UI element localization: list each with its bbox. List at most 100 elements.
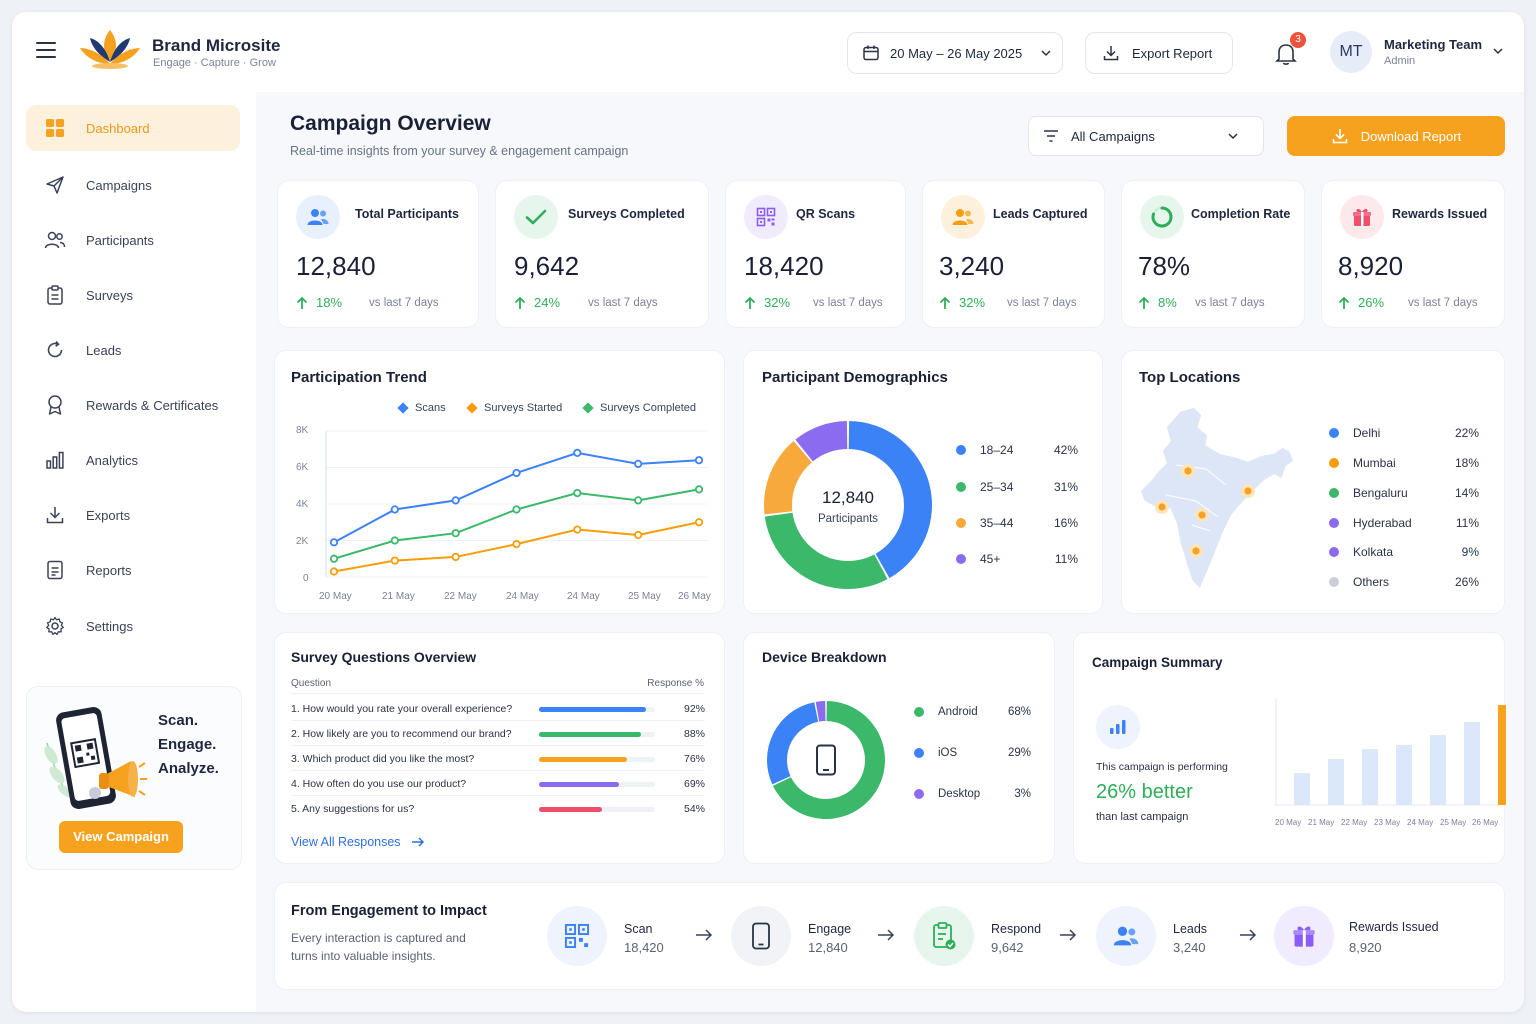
legend-pct: 31%	[1053, 480, 1078, 494]
kpi-delta: 18%	[296, 295, 342, 310]
response-bar-fill	[539, 782, 620, 787]
response-bar	[539, 807, 655, 812]
sidebar-item-label: Leads	[86, 342, 122, 358]
x-tick: 26 May	[1472, 818, 1499, 827]
chevron-down-icon[interactable]	[1492, 45, 1504, 57]
data-point	[390, 536, 399, 545]
location-label: Others	[1353, 575, 1390, 589]
response-bar	[539, 757, 655, 762]
phone-icon	[816, 744, 836, 776]
download-report-button[interactable]: Download Report	[1287, 116, 1505, 156]
x-tick: 23 May	[1374, 818, 1401, 827]
kpi-card-rewards-issued: Rewards Issued 8,920 26% vs last 7 days	[1321, 180, 1505, 328]
qr-code-icon	[564, 923, 590, 949]
top-header: Brand Microsite Engage · Capture · Grow …	[12, 12, 1524, 92]
legend-label: 35–44	[980, 516, 1014, 530]
card-title: Campaign Summary	[1092, 655, 1223, 670]
sidebar-item-rewards[interactable]: Rewards & Certificates	[26, 382, 240, 428]
india-map-icon	[1139, 406, 1295, 591]
sidebar-item-analytics[interactable]: Analytics	[26, 437, 240, 483]
data-point	[329, 538, 339, 547]
sidebar-item-surveys[interactable]: Surveys	[26, 272, 240, 318]
sidebar-item-dashboard[interactable]: Dashboard	[26, 105, 240, 151]
sidebar-item-campaigns[interactable]: Campaigns	[26, 162, 240, 208]
export-report-button[interactable]: Export Report	[1085, 32, 1233, 74]
legend-dot	[1329, 458, 1339, 468]
table-row[interactable]: 5. Any suggestions for us? 54%	[291, 796, 705, 821]
question-text: 2. How likely are you to recommend our b…	[291, 728, 512, 740]
step-scan-icon-wrap	[547, 906, 607, 966]
brand-tagline: Engage · Capture · Grow	[153, 57, 276, 69]
x-tick: 25 May	[1440, 818, 1467, 827]
location-delhi: Delhi	[1329, 426, 1380, 440]
series-line	[333, 451, 700, 544]
user-role: Admin	[1384, 55, 1416, 67]
avatar[interactable]: MT	[1330, 31, 1372, 73]
campaign-summary-card: Campaign Summary This campaign is perfor…	[1073, 632, 1506, 864]
response-bar	[539, 782, 655, 787]
phone-megaphone-illustration-icon	[44, 707, 147, 809]
legend-age-45-plus: 45+	[956, 552, 1000, 566]
date-range-picker[interactable]: 20 May – 26 May 2025	[847, 32, 1063, 74]
response-pct: 88%	[683, 728, 705, 740]
legend-age-18-24: 18–24	[956, 443, 1013, 457]
kpi-label: Completion Rate	[1191, 207, 1291, 221]
sidebar-item-exports[interactable]: Exports	[26, 492, 240, 538]
sidebar-item-settings[interactable]: Settings	[26, 603, 240, 649]
summary-bar	[1464, 722, 1480, 805]
donut-slice	[764, 440, 812, 515]
sidebar-item-reports[interactable]: Reports	[26, 547, 240, 593]
download-icon	[1103, 46, 1119, 61]
view-campaign-button[interactable]: View Campaign	[59, 821, 183, 853]
donut-center-label: Participants	[817, 513, 879, 525]
bell-icon[interactable]	[1271, 38, 1301, 68]
view-all-responses-link[interactable]: View All Responses	[291, 835, 425, 849]
menu-icon[interactable]	[36, 42, 56, 58]
kpi-delta: 24%	[514, 295, 560, 310]
table-row[interactable]: 3. Which product did you like the most? 7…	[291, 746, 705, 771]
legend-dot	[914, 748, 924, 758]
kpi-comparison: vs last 7 days	[369, 297, 439, 309]
x-tick: 24 May	[567, 591, 600, 602]
sidebar-item-leads[interactable]: Leads	[26, 327, 240, 373]
table-row[interactable]: 4. How often do you use our product? 69%	[291, 771, 705, 796]
legend-label: Desktop	[938, 788, 981, 800]
response-pct: 92%	[683, 703, 705, 715]
download-report-label: Download Report	[1360, 128, 1462, 144]
notification-badge: 3	[1290, 32, 1306, 48]
response-pct: 69%	[683, 778, 705, 790]
card-title: Participant Demographics	[762, 369, 948, 386]
table-row[interactable]: 1. How would you rate your overall exper…	[291, 696, 705, 721]
y-tick: 4K	[296, 499, 309, 510]
location-kolkata: Kolkata	[1329, 545, 1393, 559]
response-pct: 54%	[683, 803, 705, 815]
location-hyderabad: Hyderabad	[1329, 516, 1412, 530]
table-row[interactable]: 2. How likely are you to recommend our b…	[291, 721, 705, 746]
donut-slice	[848, 421, 932, 579]
legend-label: 18–24	[980, 443, 1014, 457]
response-bar-fill	[539, 707, 646, 712]
legend-dot	[1329, 518, 1339, 528]
impact-description-line: Every interaction is captured and	[291, 931, 466, 945]
data-point	[634, 496, 643, 505]
summary-bar-chart	[1274, 699, 1506, 806]
sidebar-item-label: Rewards & Certificates	[86, 397, 219, 413]
sidebar-item-participants[interactable]: Participants	[26, 217, 240, 263]
calendar-icon	[863, 45, 879, 61]
kpi-comparison: vs last 7 days	[1195, 297, 1265, 309]
step-name: Engage	[808, 922, 852, 936]
arrow-up-icon	[1338, 296, 1350, 309]
top-locations-card: Top Locations Delhi 22% Mumbai 18% Benga…	[1121, 350, 1505, 614]
arrow-up-icon	[1138, 296, 1150, 309]
location-label: Kolkata	[1353, 545, 1394, 559]
campaign-filter-select[interactable]: All Campaigns	[1028, 116, 1264, 156]
gift-icon	[1340, 195, 1384, 239]
bar-chart-icon	[44, 449, 66, 471]
paper-plane-icon	[44, 174, 66, 196]
clipboard-check-icon	[933, 922, 956, 950]
sidebar-item-label: Dashboard	[86, 120, 150, 136]
kpi-delta-value: 26%	[1358, 295, 1385, 310]
arrow-right-icon	[878, 929, 895, 941]
location-bengaluru: Bengaluru	[1329, 486, 1408, 500]
sidebar-item-label: Campaigns	[86, 177, 152, 193]
